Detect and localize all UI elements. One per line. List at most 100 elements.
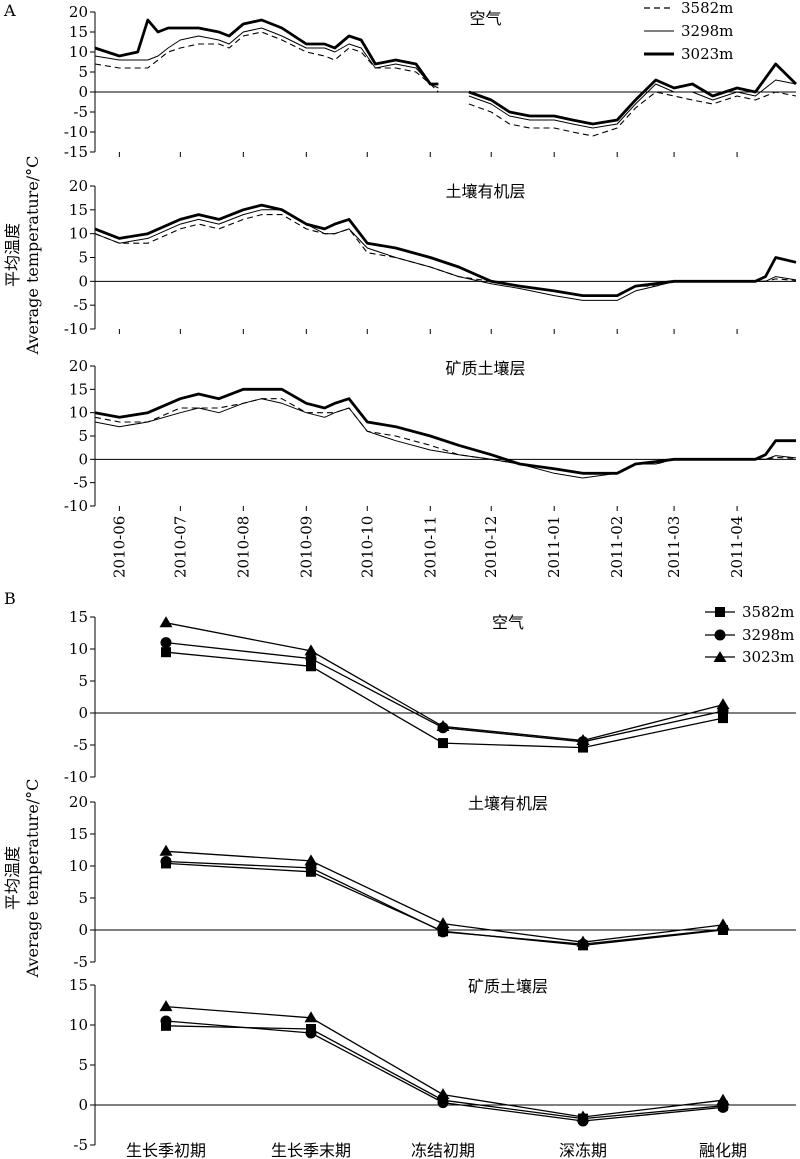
legend-b-circle-marker	[714, 629, 726, 641]
data-point-b1-3023m-0	[159, 616, 173, 628]
y-tick-label-b3-10: 10	[69, 1016, 88, 1034]
y-tick-label-a3-10: -10	[64, 497, 88, 515]
data-point-b2-3023m-3	[576, 935, 590, 947]
data-point-b2-3023m-1	[304, 854, 318, 866]
y-tick-label-a2-5: -5	[73, 296, 88, 314]
y-tick-label-a2-10: -10	[64, 320, 88, 338]
data-point-b3-3023m-1	[304, 1011, 318, 1023]
y-axis-label-b: 平均温度 Average temperature/°C	[3, 779, 42, 979]
y-tick-label-a3-0: 0	[78, 450, 88, 468]
x-category-label-1: 生长季末期	[271, 1141, 351, 1159]
x-category-label-3: 深冻期	[559, 1141, 607, 1159]
data-point-b2-3023m-4	[716, 918, 730, 930]
panel-b-title-2: 土壤有机层	[468, 794, 548, 813]
data-point-b1-3582m-1	[306, 661, 316, 672]
data-point-b2-3023m-2	[436, 917, 450, 929]
x-tick-label-2010-09: 2010-09	[297, 516, 315, 578]
y-tick-label-b2-5: -5	[73, 953, 88, 971]
y-tick-label-b3-15: 15	[69, 976, 88, 994]
y-tick-label-a2-10: 10	[69, 225, 88, 243]
x-tick-label-2010-06: 2010-06	[110, 516, 128, 578]
x-tick-label-2010-12: 2010-12	[482, 516, 500, 578]
panel-a-chart-1: -15 -10 -5 0 5 10 15 20 空气	[64, 3, 797, 161]
legend-b-label-3298m: 3298m	[742, 626, 794, 644]
legend-a: 3582m 3298m 3023m	[644, 0, 733, 63]
y-tick-label-b3-0: 0	[78, 1096, 88, 1114]
series-line-a1-3023m-seg0	[94, 18, 439, 86]
y-axis-label-a: 平均温度 Average temperature/°C	[3, 156, 42, 356]
y-axis-label-en-a: Average temperature/°C	[23, 156, 42, 356]
y-tick-label-b3-5: -5	[73, 1136, 88, 1154]
y-tick-label-b1-5: -5	[73, 736, 88, 754]
y-tick-label-b2-0: 0	[78, 921, 88, 939]
x-tick-label-2011-01: 2011-01	[545, 516, 563, 578]
legend-b-label-3023m: 3023m	[742, 648, 794, 666]
legend-b-triangle-marker	[713, 651, 727, 662]
y-tick-label-b3-5: 5	[78, 1056, 88, 1074]
panel-a-title-1: 空气	[469, 9, 501, 28]
x-tick-label-2011-04: 2011-04	[728, 516, 746, 578]
series-line-a3-3582m-seg0	[94, 398, 797, 474]
y-tick-label-a2-20: 20	[69, 177, 88, 195]
y-tick-label-a1-10: 10	[69, 43, 88, 61]
data-point-b3-3298m-0	[160, 1015, 172, 1027]
series-line-a2-3023m-seg0	[94, 203, 797, 297]
y-tick-label-a3-10: 10	[69, 404, 88, 422]
data-point-b1-3023m-2	[436, 719, 450, 731]
panel-b-title-1: 空气	[492, 613, 524, 632]
panel-a-chart-2: -10 -5 0 5 10 15 20 土壤有机层	[64, 177, 797, 338]
legend-b: 3582m 3298m 3023m	[705, 603, 794, 666]
panel-a-chart-3: -10 -5 0 5 10 15 20 矿质土壤层	[64, 357, 797, 515]
y-tick-label-a3-20: 20	[69, 357, 88, 375]
data-point-b3-3298m-2	[437, 1097, 449, 1109]
y-tick-label-a3-5: -5	[73, 474, 88, 492]
series-line-a1-3582m-seg1	[468, 91, 797, 137]
series-line-a1-3298m-seg0	[94, 27, 439, 89]
y-tick-label-b2-10: 10	[69, 857, 88, 875]
x-tick-label-2010-08: 2010-08	[234, 516, 252, 578]
x-category-label-4: 融化期	[699, 1141, 747, 1159]
panel-b-chart-3: -5 0 5 10 15 矿质土壤层	[69, 976, 796, 1154]
y-axis-label-cn-b: 平均温度	[3, 846, 22, 910]
y-tick-label-b1-10: 10	[69, 640, 88, 658]
y-tick-label-b1-0: 0	[78, 704, 88, 722]
legend-b-square-marker	[715, 607, 725, 617]
y-tick-label-a1-20: 20	[69, 3, 88, 21]
data-point-b3-3023m-2	[436, 1088, 450, 1100]
y-tick-label-b2-15: 15	[69, 825, 88, 843]
legend-b-label-3582m: 3582m	[742, 603, 794, 621]
y-tick-label-a2-15: 15	[69, 201, 88, 219]
panel-a-letter: A	[3, 1, 16, 20]
y-tick-label-a3-15: 15	[69, 380, 88, 398]
legend-a-label-3582m: 3582m	[681, 0, 733, 17]
y-tick-label-b1-5: 5	[78, 672, 88, 690]
series-line-b1-3582m	[165, 651, 724, 749]
data-point-b1-3582m-4	[718, 713, 728, 724]
x-tick-label-2010-07: 2010-07	[171, 516, 189, 578]
data-point-b1-3023m-3	[576, 734, 590, 746]
y-tick-label-b1-10: -10	[64, 768, 88, 786]
series-line-a3-3298m-seg0	[94, 398, 797, 479]
y-tick-label-a2-0: 0	[78, 272, 88, 290]
data-point-b1-3023m-1	[304, 644, 318, 656]
y-tick-label-a1-5: 5	[78, 63, 88, 81]
y-tick-label-a1-5: -5	[73, 103, 88, 121]
x-tick-label-2010-11: 2010-11	[421, 516, 439, 578]
legend-a-label-3298m: 3298m	[681, 22, 733, 40]
data-point-b2-3298m-2	[437, 926, 449, 938]
y-axis-label-en-b: Average temperature/°C	[23, 779, 42, 979]
x-category-labels-b: 生长季初期 生长季末期 冻结初期 深冻期 融化期	[126, 1141, 747, 1159]
y-tick-label-a1-15: 15	[69, 23, 88, 41]
panel-b-letter: B	[4, 589, 16, 608]
data-point-b1-3298m-0	[160, 637, 172, 649]
series-line-a1-3582m-seg0	[94, 31, 439, 93]
x-tick-label-2011-03: 2011-03	[665, 516, 683, 578]
y-tick-label-b2-5: 5	[78, 889, 88, 907]
panel-b-title-3: 矿质土壤层	[468, 977, 548, 996]
data-point-b1-3582m-0	[161, 647, 171, 658]
data-point-b1-3582m-3	[578, 742, 588, 753]
x-tick-label-2011-02: 2011-02	[608, 516, 626, 578]
panel-b-chart-1: -10 -5 0 5 10 15 空气	[64, 608, 796, 786]
series-line-a2-3582m-seg0	[94, 214, 797, 297]
